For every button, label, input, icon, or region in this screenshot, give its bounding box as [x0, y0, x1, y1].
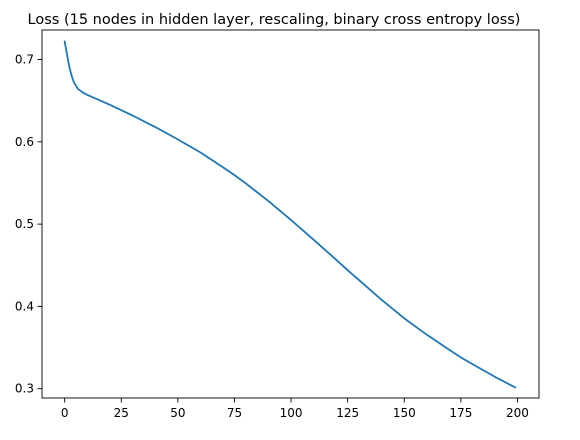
- x-tick-label: 100: [280, 406, 303, 420]
- x-tick-label: 200: [506, 406, 529, 420]
- x-tick-label: 175: [449, 406, 472, 420]
- y-tick-label: 0.3: [15, 382, 34, 396]
- x-tick-label: 0: [61, 406, 69, 420]
- x-tick-label: 50: [170, 406, 185, 420]
- x-tick-label: 75: [227, 406, 242, 420]
- y-tick-label: 0.5: [15, 217, 34, 231]
- y-tick-label: 0.4: [15, 299, 34, 313]
- x-tick-label: 125: [336, 406, 359, 420]
- loss-series-line: [63, 40, 517, 389]
- y-axis: 0.3 0.4 0.5 0.6 0.7: [15, 53, 42, 396]
- x-axis: 0 25 50 75 100 125 150 175 200: [61, 398, 529, 420]
- y-tick-label: 0.6: [15, 135, 34, 149]
- chart-title: Loss (15 nodes in hidden layer, rescalin…: [28, 12, 521, 28]
- x-tick-label: 150: [393, 406, 416, 420]
- y-tick-label: 0.7: [15, 53, 34, 67]
- series-layer: [63, 40, 517, 389]
- plot-area-frame: [41, 29, 540, 399]
- x-tick-label: 25: [114, 406, 129, 420]
